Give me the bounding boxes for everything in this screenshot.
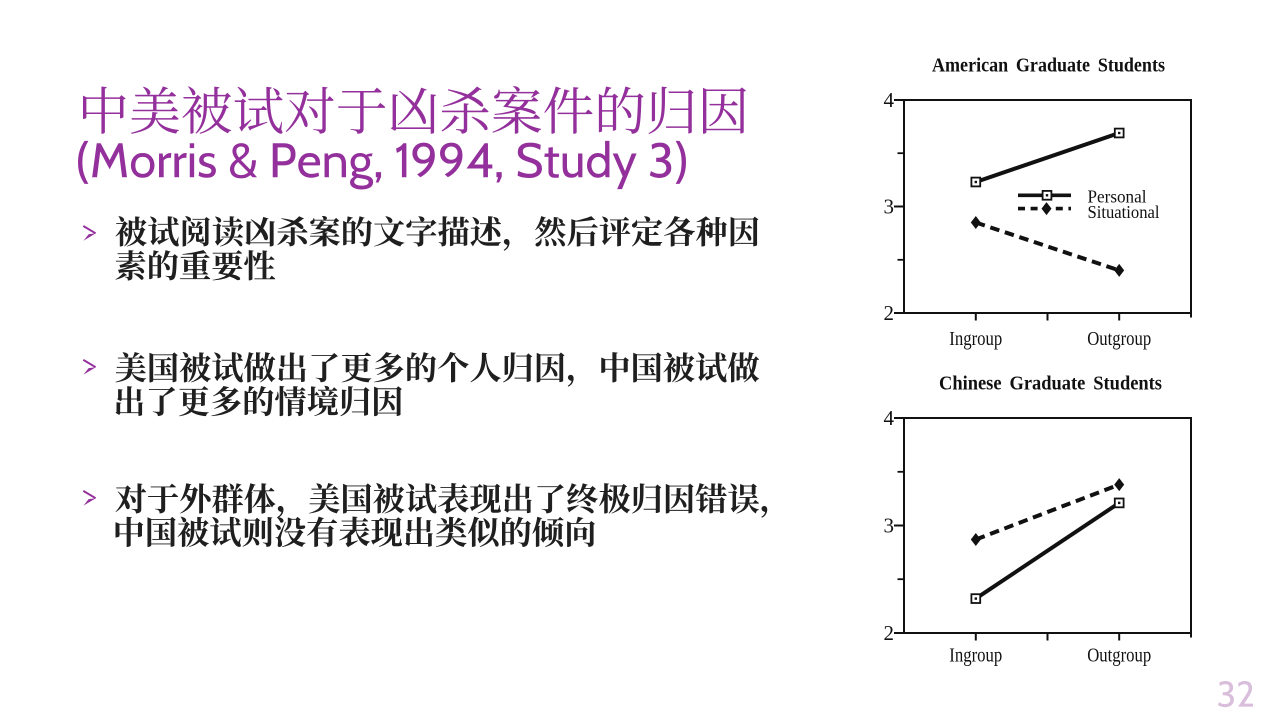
svg-text:4: 4 <box>884 88 895 112</box>
svg-text:Outgroup: Outgroup <box>1087 645 1151 667</box>
svg-text:3: 3 <box>884 194 895 218</box>
svg-text:2: 2 <box>884 301 895 325</box>
svg-text:Situational: Situational <box>1088 202 1160 222</box>
svg-text:Personal: Personal <box>1088 186 1147 206</box>
svg-text:Ingroup: Ingroup <box>949 328 1002 350</box>
svg-text:3: 3 <box>884 513 895 537</box>
svg-text:Chinese Graduate Students: Chinese Graduate Students <box>939 374 1162 395</box>
svg-text:American Graduate Students: American Graduate Students <box>932 56 1165 77</box>
svg-text:Outgroup: Outgroup <box>1087 328 1151 350</box>
svg-text:2: 2 <box>884 621 895 645</box>
svg-text:4: 4 <box>884 406 895 430</box>
svg-text:Ingroup: Ingroup <box>949 645 1002 667</box>
